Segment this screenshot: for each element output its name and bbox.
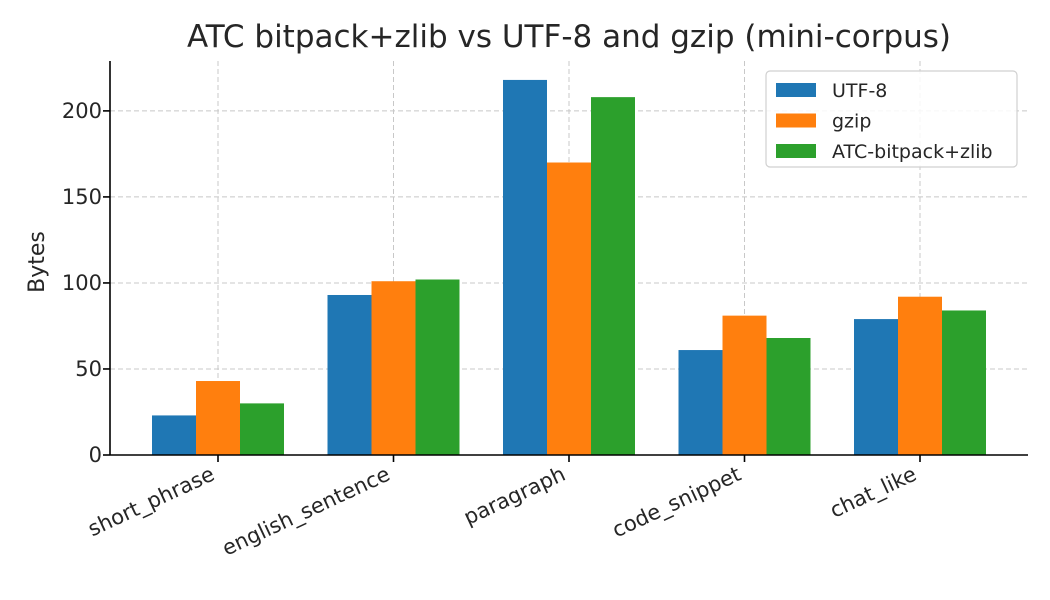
x-tick-label: paragraph	[460, 462, 569, 530]
y-tick-label: 50	[75, 357, 102, 381]
bar-gzip-chat-like	[898, 296, 942, 455]
y-tick-label: 200	[62, 99, 102, 123]
y-tick-label: 0	[89, 443, 102, 467]
bar-utf-8-code-snippet	[678, 350, 723, 455]
bar-gzip-english-sentence	[371, 281, 416, 455]
legend-swatch	[776, 83, 816, 97]
y-tick-label: 150	[62, 185, 102, 209]
y-tick-label: 100	[62, 271, 102, 295]
x-tick-label: short_phrase	[84, 462, 218, 542]
bar-utf-8-short-phrase	[152, 415, 196, 455]
bar-utf-8-english-sentence	[327, 294, 372, 455]
x-tick-label: english_sentence	[218, 462, 394, 562]
bar-gzip-paragraph	[547, 162, 591, 455]
legend-swatch	[776, 144, 816, 158]
bar-atc-bitpack-zlib-code-snippet	[766, 338, 811, 455]
bar-atc-bitpack-zlib-short-phrase	[240, 403, 284, 455]
legend-label: ATC-bitpack+zlib	[832, 141, 993, 163]
y-axis-label: Bytes	[25, 231, 50, 293]
chart-title: ATC bitpack+zlib vs UTF-8 and gzip (mini…	[187, 19, 951, 55]
bar-atc-bitpack-zlib-english-sentence	[415, 279, 460, 455]
y-tick-labels: 0 50 100 150 200	[62, 99, 102, 467]
bar-atc-bitpack-zlib-chat-like	[942, 310, 986, 455]
legend-swatch	[776, 113, 816, 128]
x-tick-label: code_snippet	[608, 462, 745, 543]
bar-gzip-short-phrase	[196, 381, 240, 455]
legend-label: gzip	[832, 111, 871, 133]
bars-layer	[152, 79, 986, 455]
bar-utf-8-paragraph	[503, 79, 547, 455]
axes-layer	[103, 61, 1028, 462]
legend: UTF-8 gzip ATC-bitpack+zlib	[765, 70, 1018, 168]
legend-frame	[765, 70, 1018, 168]
x-tick-label: chat_like	[826, 462, 920, 524]
bar-atc-bitpack-zlib-paragraph	[591, 97, 635, 455]
bar-utf-8-chat-like	[854, 319, 898, 455]
bar-gzip-code-snippet	[722, 315, 767, 455]
x-tick-labels: short_phrase english_sentence paragraph cod…	[84, 462, 920, 562]
legend-label: UTF-8	[832, 80, 887, 102]
